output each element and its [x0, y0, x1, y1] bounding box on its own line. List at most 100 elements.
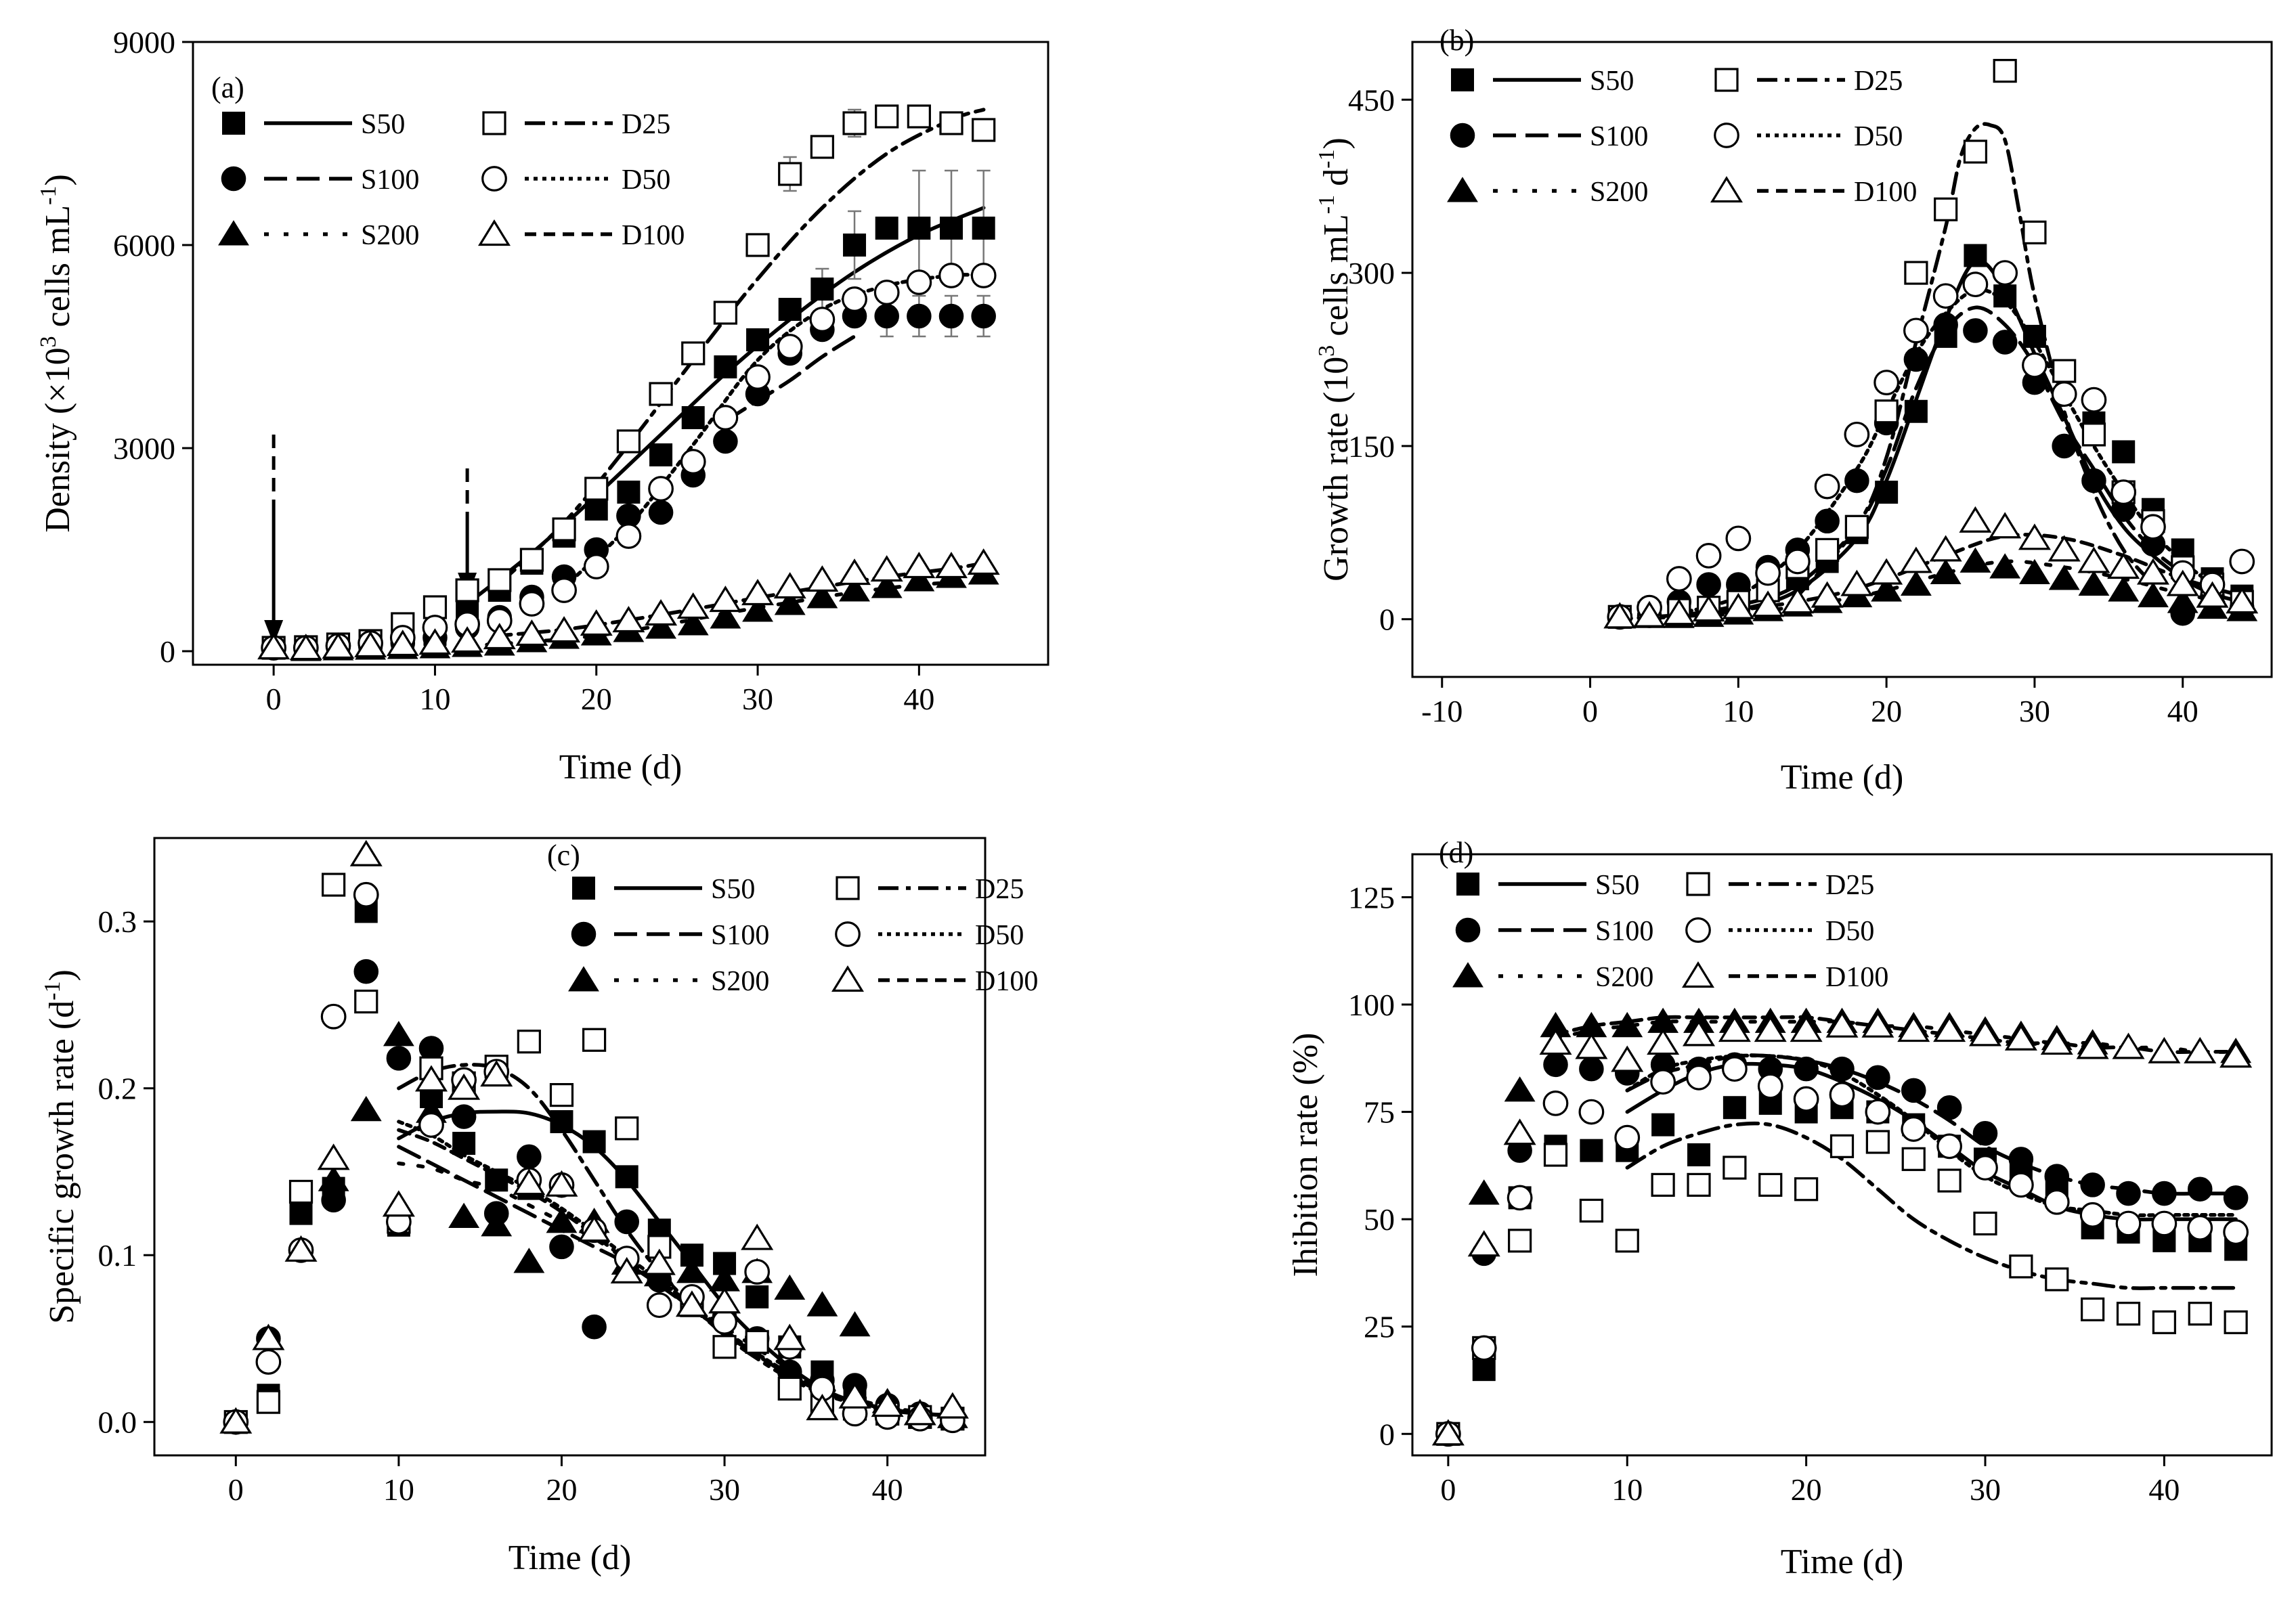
- panel-a-point-d100: [741, 579, 775, 606]
- panel-d-y-axis-title: Ihibition rate (%): [1286, 1033, 1325, 1277]
- panel-b-point-s50: [1875, 481, 1899, 504]
- panel-a-legend-marker-d50: [481, 166, 507, 192]
- panel-b-point-d100: [1989, 512, 2022, 539]
- panel-d-point-d100: [1575, 1032, 1608, 1059]
- panel-d-point-d50: [2043, 1189, 2070, 1215]
- panel-b-point-s100: [1815, 508, 1840, 534]
- panel-b-legend: S50 S100 S200 D25 D50 D100: [1447, 66, 1917, 208]
- panel-a-point-d25: [810, 135, 834, 159]
- panel-b-x-tick-label: 30: [2019, 694, 2050, 728]
- panel-c-point-s50: [582, 1130, 606, 1153]
- panel-b-point-d100: [2018, 523, 2051, 550]
- y-axis-title-superscript: 3: [1314, 345, 1339, 357]
- panel-b-point-d50: [2051, 381, 2077, 408]
- panel-a-legend-marker-d100: [477, 219, 511, 246]
- panel-a-x-axis-title: Time (d): [559, 748, 683, 787]
- panel-b-point-s50: [1904, 399, 1928, 423]
- panel-d-x-tick-label: 20: [1791, 1472, 1822, 1507]
- panel-c-point-d50: [255, 1349, 282, 1375]
- panel-b-point-d100: [1692, 595, 1725, 622]
- panel-c-point-s200: [448, 1202, 480, 1229]
- panel-a-legend: S50 S100 S200 D25 D50 D100: [218, 109, 685, 251]
- panel-d-point-d50: [2223, 1219, 2249, 1246]
- panel-a-ticks: 0 10 20 30 40 0 3000 6000 9000: [113, 25, 934, 716]
- panel-c-point-d100: [284, 1235, 318, 1262]
- panel-a-point-d100: [676, 592, 710, 619]
- panel-d-point-d50: [1507, 1185, 1533, 1211]
- panel-c-point-s50: [615, 1165, 638, 1189]
- panel-c-point-d100: [806, 1394, 839, 1421]
- panel-d-point-d100: [2184, 1036, 2217, 1063]
- panel-d-point-d100: [2076, 1032, 2109, 1059]
- panel-a-legend-marker-s100: [221, 166, 246, 192]
- panel-c-legend-marker-s50: [572, 877, 595, 900]
- panel-b-point-s100: [2081, 468, 2106, 493]
- panel-a-point-s100: [648, 500, 674, 525]
- panel-a-point-d25: [488, 568, 512, 592]
- panel-a-point-d50: [680, 449, 706, 475]
- panel-c-frame: [153, 837, 987, 1457]
- panel-d-point-d100: [1611, 1045, 1644, 1072]
- panel-d-point-d50: [1936, 1133, 1963, 1160]
- panel-a-point-s50: [649, 443, 673, 466]
- panel-c-point-s200: [546, 1208, 578, 1233]
- panel-a-point-s200: [839, 576, 870, 602]
- panel-c-point-s50: [550, 1110, 573, 1134]
- panel-d-point-d100: [1539, 1028, 1572, 1055]
- panel-c-point-d100: [610, 1256, 643, 1283]
- panel-c-point-d100: [252, 1323, 285, 1350]
- panel-a-point-s50: [584, 498, 608, 521]
- panel-a-point-s200: [806, 583, 838, 609]
- panel-d-point-s100: [1901, 1078, 1926, 1103]
- panel-d-point-s100: [1543, 1052, 1568, 1078]
- panel-d-point-d50: [1865, 1099, 1891, 1125]
- panel-a-point-d100: [709, 586, 742, 613]
- panel-d-point-s100: [2044, 1164, 2070, 1189]
- panel-a-frame: [192, 41, 1049, 666]
- panel-a-curve-s100: [723, 334, 857, 423]
- panel-d-point-d25: [2009, 1254, 2033, 1279]
- y-axis-title-text: ): [43, 969, 81, 981]
- panel-a-point-s200: [677, 610, 709, 636]
- panel-b-legend-label-s100: S100: [1590, 121, 1648, 152]
- panel-a-legend-marker-d25: [482, 111, 506, 135]
- panel-d-point-s100: [1936, 1095, 1962, 1120]
- panel-d-point-s100: [2116, 1181, 2141, 1206]
- panel-c-legend-marker-s200: [568, 966, 599, 992]
- panel-d-point-d50: [1721, 1056, 1748, 1082]
- panel-a-point-d100: [322, 632, 355, 659]
- panel-c-point-d100: [708, 1287, 741, 1314]
- panel-c-point-s200: [839, 1311, 871, 1337]
- panel-c-point-s50: [745, 1285, 769, 1308]
- panel-d-point-d50: [2187, 1214, 2213, 1241]
- panel-d-point-d100: [1647, 1028, 1680, 1055]
- panel-c-point-d100: [871, 1390, 904, 1417]
- panel-c-y-tick-label: 0.2: [98, 1072, 137, 1106]
- panel-c-x-tick-label: 10: [383, 1472, 414, 1507]
- panel-a-point-d50: [873, 280, 900, 305]
- panel-d-point-d50: [2008, 1172, 2034, 1198]
- panel-b-y-axis-title: Growth rate (103 cells mL-1 d-1): [1314, 137, 1356, 581]
- panel-b-point-d100: [1722, 592, 1755, 619]
- panel-a-point-d100: [935, 552, 968, 579]
- panel-c-point-d100: [317, 1143, 350, 1170]
- panel-d-point-d100: [1861, 1011, 1894, 1038]
- panel-d-point-d100: [2148, 1036, 2181, 1063]
- panel-d-points: [1431, 1007, 2253, 1447]
- panel-d-point-d100: [1754, 1015, 1787, 1042]
- panel-d-point-d25: [1758, 1172, 1783, 1197]
- panel-d-point-s100: [1579, 1056, 1604, 1082]
- panel-d-legend-label-s100: S100: [1595, 916, 1653, 947]
- panel-b-point-s200: [2078, 570, 2110, 596]
- panel-b-x-tick-label: 10: [1723, 694, 1754, 728]
- panel-b-point-s200: [1930, 558, 1962, 584]
- panel-c-legend-marker-d25: [836, 876, 860, 900]
- panel-c-point-d100: [936, 1392, 969, 1419]
- panel-d-point-d100: [1897, 1015, 1930, 1042]
- panel-c-point-d25: [288, 1179, 313, 1204]
- y-axis-title-superscript: -1: [1314, 150, 1339, 169]
- panel-a-point-d100: [354, 631, 387, 658]
- panel-d-point-d25: [1651, 1172, 1675, 1197]
- panel-b-point-d50: [1992, 260, 2018, 286]
- panel-c-ticks: 0 10 20 30 40 0.0 0.1 0.2 0.3: [98, 904, 903, 1507]
